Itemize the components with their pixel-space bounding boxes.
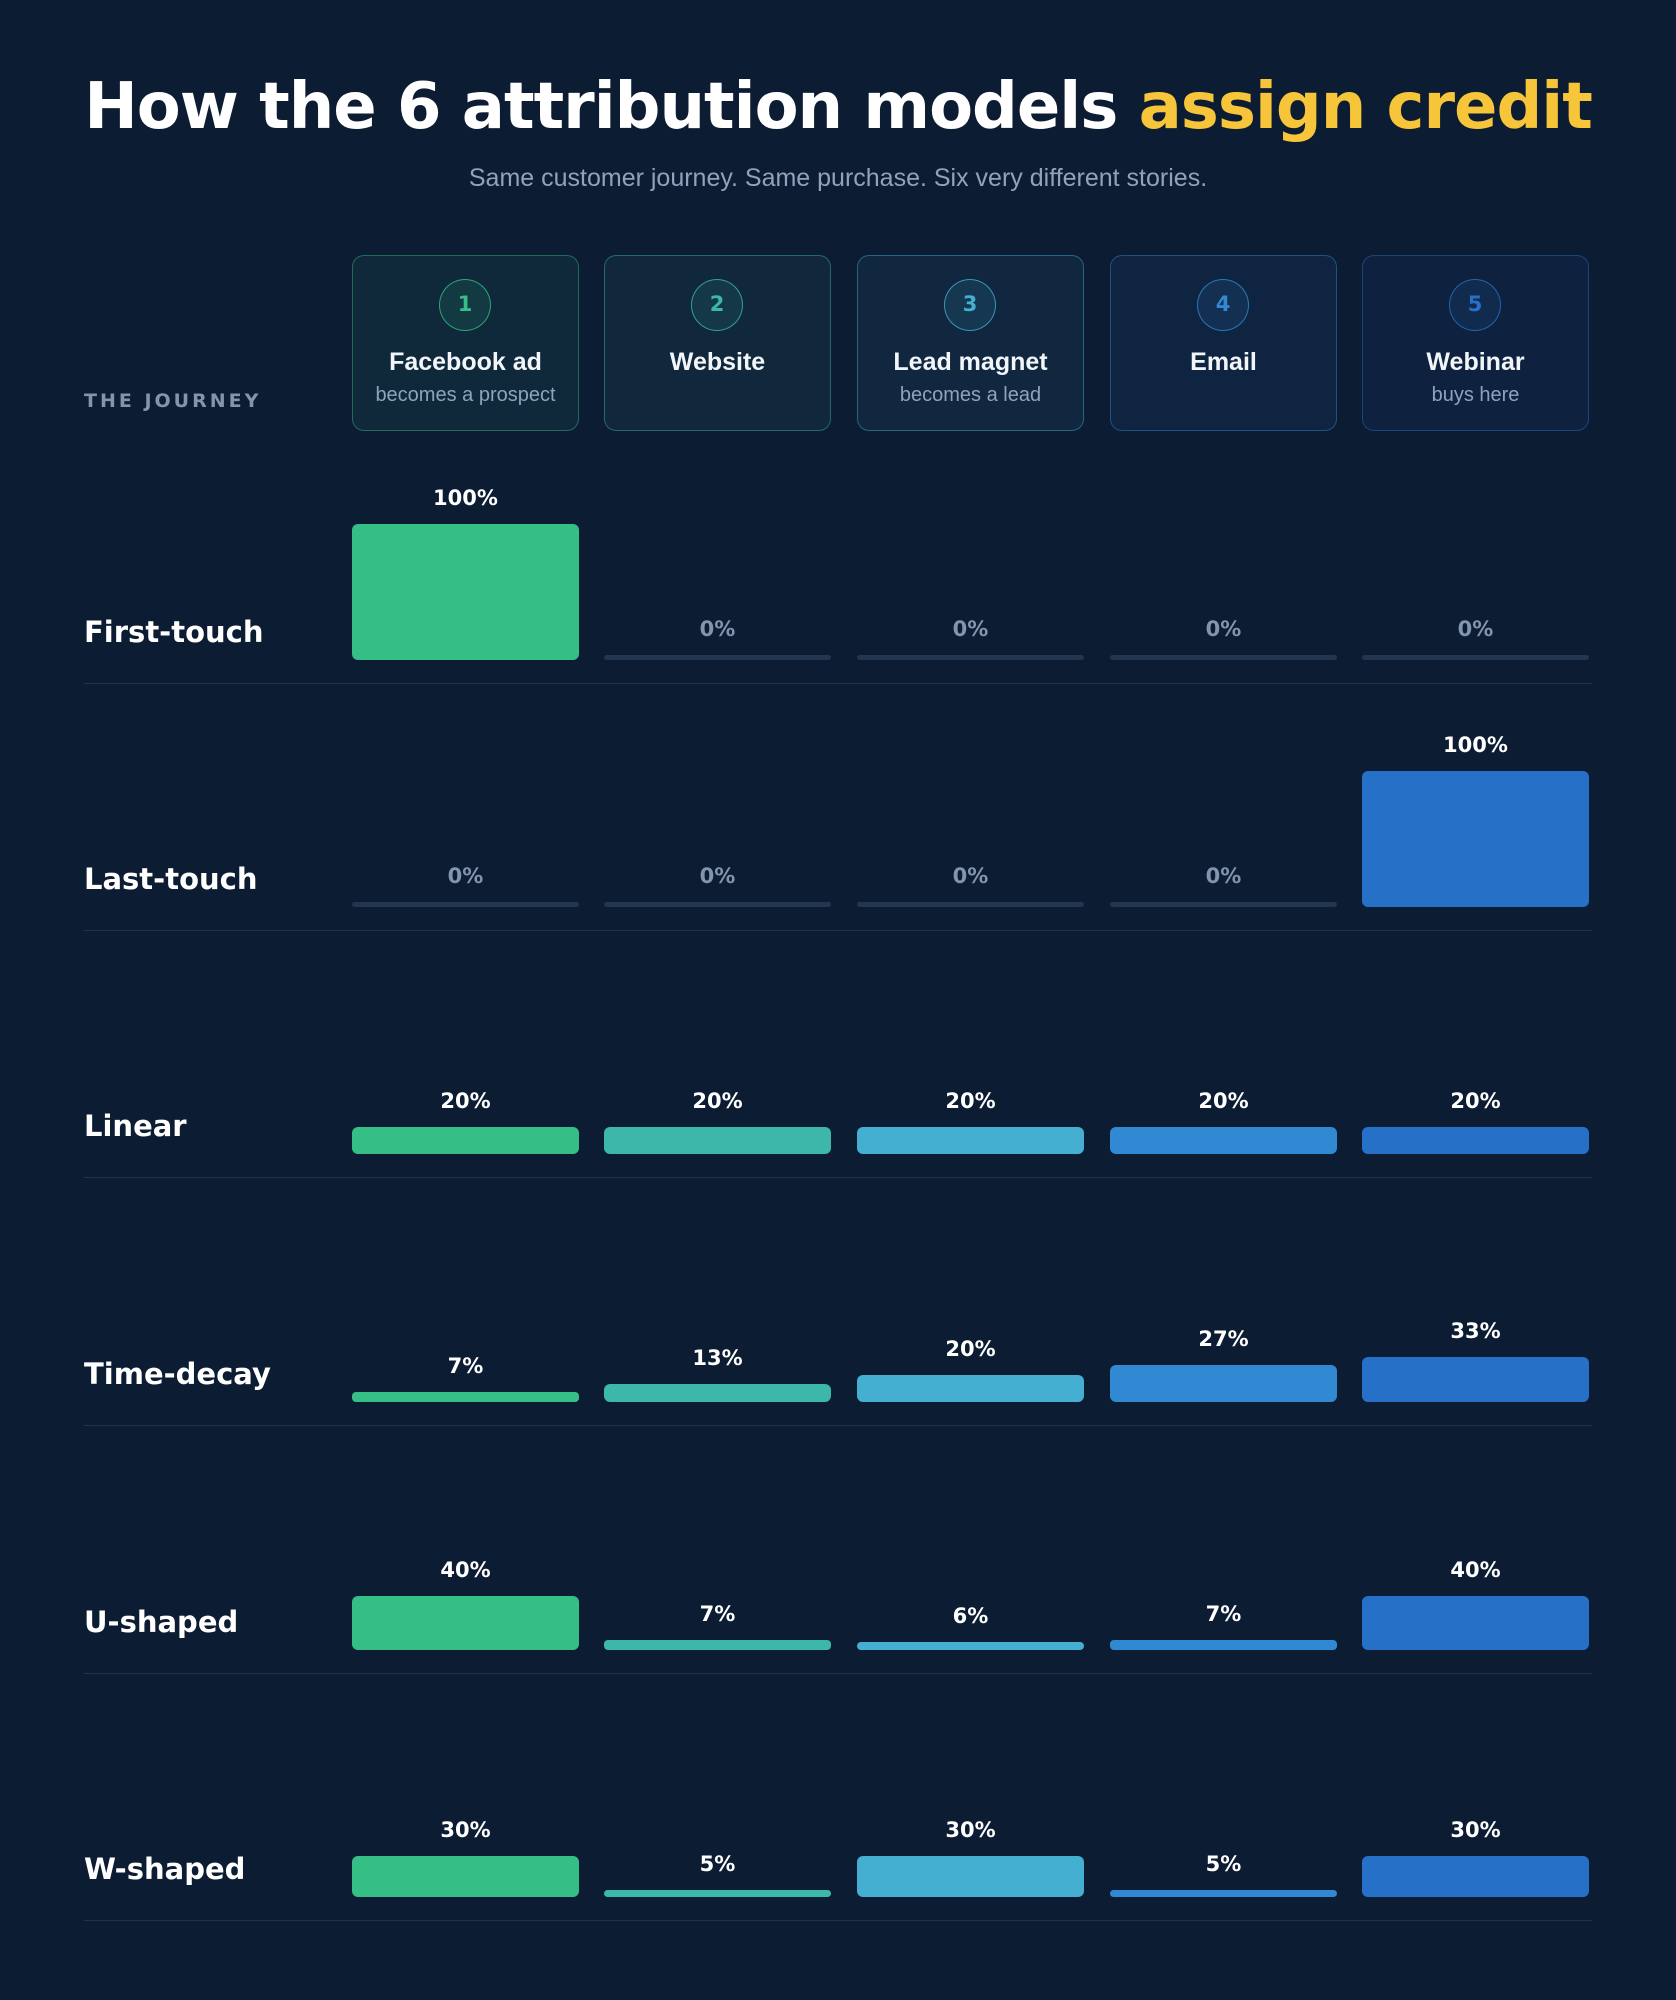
credit-bar	[857, 1856, 1084, 1897]
zero-bar-track	[1110, 655, 1337, 660]
journey-card: 5 Webinar buys here	[1362, 255, 1589, 431]
step-name: Email	[1190, 348, 1257, 376]
credit-bar	[857, 1126, 1084, 1154]
model-label: First-touch	[84, 615, 264, 649]
credit-bar	[604, 1384, 831, 1402]
model-label: Linear	[84, 1109, 187, 1143]
credit-value-label: 20%	[440, 1088, 491, 1113]
credit-value-label: 30%	[1450, 1818, 1501, 1843]
step-name: Facebook ad	[389, 348, 542, 376]
title-highlight: assign credit	[1138, 70, 1593, 144]
step-name: Lead magnet	[893, 348, 1048, 376]
credit-bar	[604, 1126, 831, 1154]
credit-value-label: 5%	[1205, 1852, 1242, 1877]
credit-value-label: 40%	[440, 1557, 491, 1582]
credit-value-label: 20%	[945, 1088, 996, 1113]
zero-bar-track	[1110, 902, 1337, 907]
credit-value-label: 0%	[699, 617, 736, 641]
credit-value-label: 7%	[1205, 1602, 1242, 1627]
model-label: W-shaped	[84, 1852, 246, 1886]
credit-value-label: 0%	[447, 864, 484, 888]
credit-value-label: 0%	[952, 617, 989, 641]
journey-card: 2 Website	[604, 255, 831, 431]
step-number-badge: 3	[944, 279, 996, 331]
step-subtitle: becomes a lead	[899, 384, 1042, 406]
credit-bar	[352, 1856, 579, 1897]
credit-bar	[604, 1890, 831, 1897]
credit-bar	[1362, 1357, 1589, 1402]
credit-bar	[857, 1374, 1084, 1402]
credit-bar	[1110, 1890, 1337, 1897]
step-number-badge: 4	[1197, 279, 1249, 331]
credit-bar	[352, 1595, 579, 1650]
step-number-badge: 1	[439, 279, 491, 331]
zero-bar-track	[604, 902, 831, 907]
title-main: How the 6 attribution models	[84, 70, 1139, 144]
credit-bar	[1110, 1365, 1337, 1402]
credit-bar	[352, 1126, 579, 1154]
row-divider	[84, 1177, 1592, 1178]
credit-value-label: 30%	[945, 1818, 996, 1843]
credit-value-label: 13%	[692, 1346, 743, 1371]
credit-bar	[1362, 1126, 1589, 1154]
step-number-badge: 5	[1449, 279, 1501, 331]
credit-value-label: 0%	[952, 864, 989, 888]
journey-label: THE JOURNEY	[84, 390, 262, 412]
row-divider	[84, 930, 1592, 931]
page-subtitle: Same customer journey. Same purchase. Si…	[468, 164, 1208, 192]
journey-card: 1 Facebook ad becomes a prospect	[352, 255, 579, 431]
credit-bar	[604, 1640, 831, 1650]
step-subtitle: buys here	[1431, 384, 1520, 406]
credit-value-label: 27%	[1198, 1327, 1249, 1352]
credit-bar	[352, 524, 579, 660]
row-divider	[84, 683, 1592, 684]
credit-value-label: 20%	[1450, 1088, 1501, 1113]
credit-bar	[1362, 1595, 1589, 1650]
model-label: U-shaped	[84, 1605, 239, 1639]
step-name: Webinar	[1426, 348, 1525, 376]
credit-value-label: 7%	[447, 1354, 484, 1379]
credit-value-label: 0%	[1457, 617, 1494, 641]
step-number-badge: 2	[691, 279, 743, 331]
page-title: How the 6 attribution models assign cred…	[0, 70, 1676, 144]
model-label: Last-touch	[84, 862, 258, 896]
row-divider	[84, 1920, 1592, 1921]
credit-bar	[1110, 1640, 1337, 1650]
credit-value-label: 7%	[699, 1602, 736, 1627]
step-name: Website	[669, 348, 766, 376]
zero-bar-track	[857, 902, 1084, 907]
step-subtitle: becomes a prospect	[375, 384, 556, 406]
credit-value-label: 0%	[699, 864, 736, 888]
zero-bar-track	[352, 902, 579, 907]
credit-value-label: 20%	[945, 1336, 996, 1361]
credit-value-label: 20%	[692, 1088, 743, 1113]
credit-value-label: 30%	[440, 1818, 491, 1843]
credit-value-label: 6%	[952, 1603, 989, 1628]
credit-bar	[1362, 1856, 1589, 1897]
zero-bar-track	[857, 655, 1084, 660]
credit-value-label: 20%	[1198, 1088, 1249, 1113]
model-label: Time-decay	[84, 1357, 271, 1391]
credit-value-label: 33%	[1450, 1319, 1501, 1344]
row-divider	[84, 1425, 1592, 1426]
journey-card: 4 Email	[1110, 255, 1337, 431]
zero-bar-track	[604, 655, 831, 660]
zero-bar-track	[1362, 655, 1589, 660]
credit-value-label: 5%	[699, 1852, 736, 1877]
credit-bar	[1362, 771, 1589, 907]
credit-bar	[1110, 1126, 1337, 1154]
credit-value-label: 100%	[433, 486, 498, 510]
credit-value-label: 0%	[1205, 617, 1242, 641]
credit-bar	[352, 1392, 579, 1402]
credit-value-label: 0%	[1205, 864, 1242, 888]
row-divider	[84, 1673, 1592, 1674]
credit-value-label: 100%	[1443, 733, 1508, 757]
credit-value-label: 40%	[1450, 1557, 1501, 1582]
journey-card: 3 Lead magnet becomes a lead	[857, 255, 1084, 431]
credit-bar	[857, 1641, 1084, 1650]
